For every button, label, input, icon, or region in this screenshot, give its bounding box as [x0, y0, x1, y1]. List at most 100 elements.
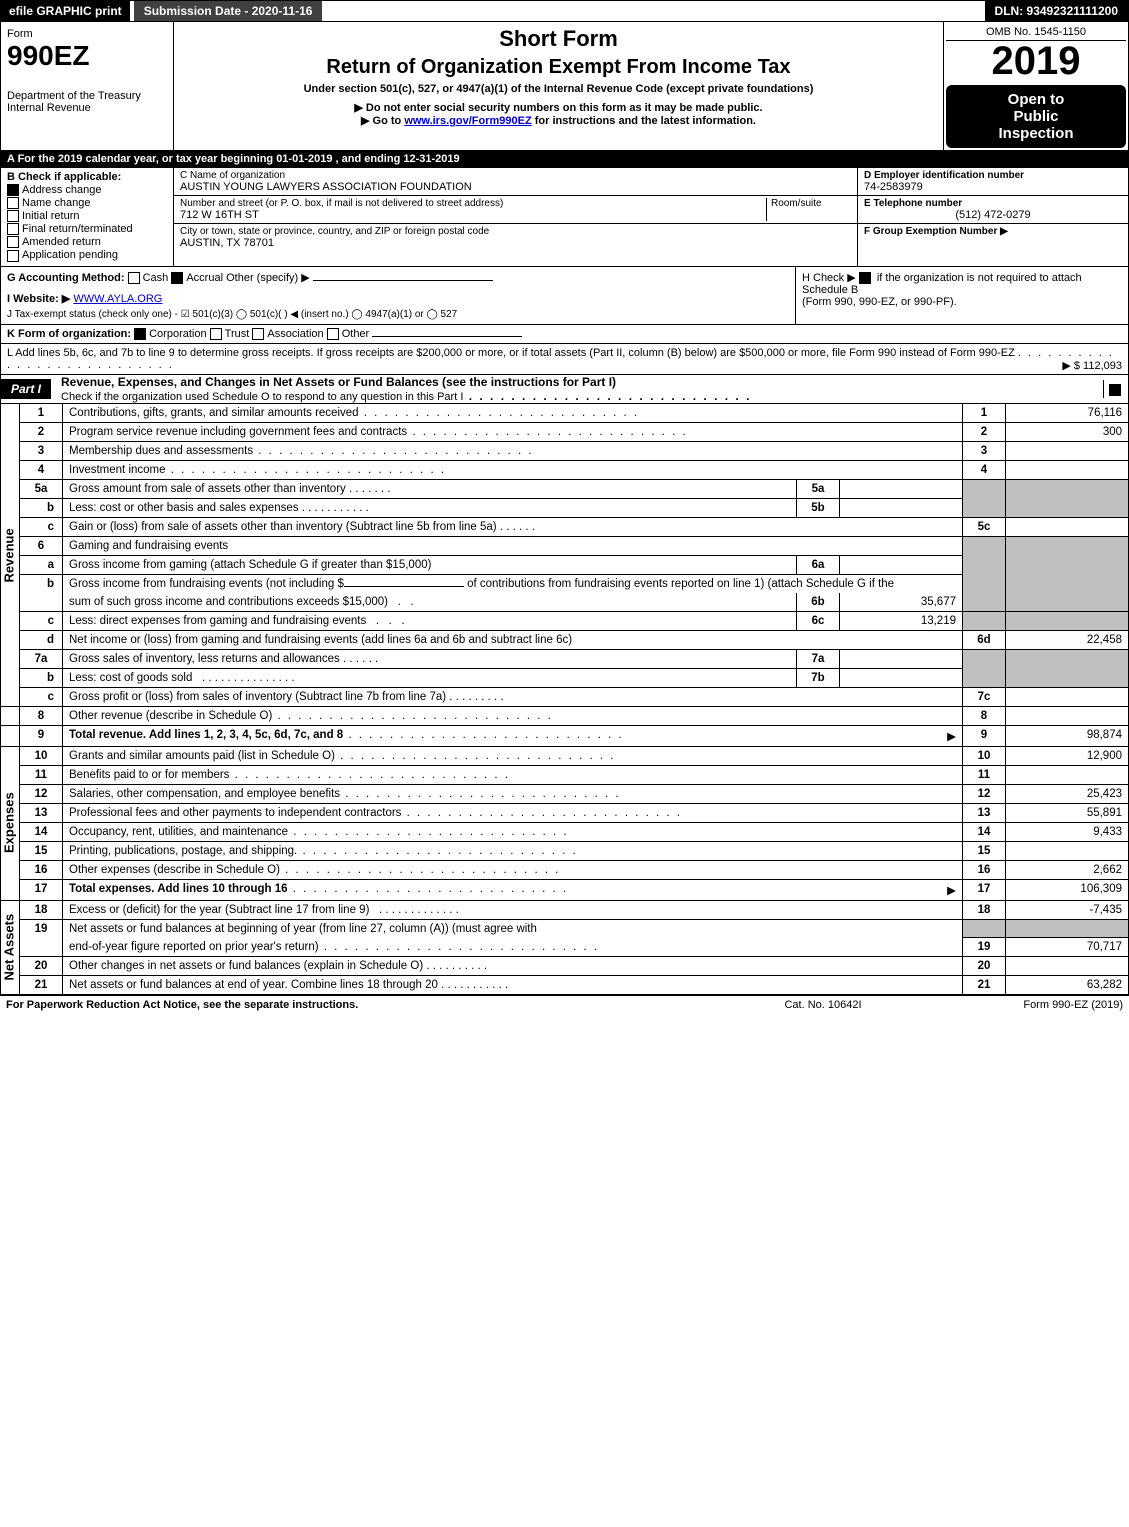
line-9-val: 98,874	[1006, 725, 1129, 746]
line-6b-contrib-input[interactable]	[344, 586, 464, 587]
line-5b-desc: Less: cost or other basis and sales expe…	[63, 498, 797, 517]
g-accounting-method: G Accounting Method: Cash Accrual Other …	[1, 267, 795, 324]
check-address-change[interactable]: Address change	[7, 184, 167, 196]
shaded-cell	[1006, 611, 1129, 630]
trust-label: Trust	[225, 328, 250, 340]
col-num: 5c	[963, 517, 1006, 536]
col-num: 6d	[963, 630, 1006, 649]
check-accrual[interactable]	[171, 272, 183, 284]
check-other-org[interactable]	[327, 328, 339, 340]
mid-num: 6b	[797, 593, 840, 612]
website-link[interactable]: WWW.AYLA.ORG	[73, 293, 162, 305]
open-line2: Public	[948, 108, 1124, 125]
shaded-cell	[963, 919, 1006, 938]
col-num: 12	[963, 784, 1006, 803]
form-id-footer: Form 990-EZ (2019)	[923, 999, 1123, 1011]
submission-date: Submission Date - 2020-11-16	[134, 1, 323, 21]
other-org-input[interactable]	[372, 336, 522, 337]
line-11-val	[1006, 765, 1129, 784]
schedule-o-checkbox[interactable]	[1103, 380, 1128, 398]
line-num: 15	[20, 841, 63, 860]
check-corporation[interactable]	[134, 328, 146, 340]
line-4-val	[1006, 460, 1129, 479]
line-5b-midval	[840, 498, 963, 517]
check-schedule-b[interactable]	[859, 272, 871, 284]
cat-number: Cat. No. 10642I	[723, 999, 923, 1011]
line-16-val: 2,662	[1006, 860, 1129, 879]
check-name-change[interactable]: Name change	[7, 197, 167, 209]
line-num: 17	[20, 879, 63, 900]
other-specify-input[interactable]	[313, 280, 493, 281]
part-i-table: Revenue 1 Contributions, gifts, grants, …	[0, 404, 1129, 996]
page-footer: For Paperwork Reduction Act Notice, see …	[0, 995, 1129, 1014]
part-i-check-text: Check if the organization used Schedule …	[61, 391, 463, 403]
check-trust[interactable]	[210, 328, 222, 340]
k-label: K Form of organization:	[7, 328, 131, 340]
table-row: Revenue 1 Contributions, gifts, grants, …	[1, 404, 1129, 423]
efile-print-label[interactable]: efile GRAPHIC print	[1, 1, 130, 21]
line-6a-desc: Gross income from gaming (attach Schedul…	[63, 555, 797, 574]
table-row: Expenses 10 Grants and similar amounts p…	[1, 746, 1129, 765]
table-row: 20 Other changes in net assets or fund b…	[1, 957, 1129, 976]
line-1-val: 76,116	[1006, 404, 1129, 423]
check-initial-return[interactable]: Initial return	[7, 210, 167, 222]
table-row: Net Assets 18 Excess or (deficit) for th…	[1, 900, 1129, 919]
room-suite-label: Room/suite	[766, 198, 851, 221]
line-18-val: -7,435	[1006, 900, 1129, 919]
line-19-val: 70,717	[1006, 938, 1129, 957]
table-row: 14 Occupancy, rent, utilities, and maint…	[1, 822, 1129, 841]
col-num: 17	[963, 879, 1006, 900]
irs-link[interactable]: www.irs.gov/Form990EZ	[404, 115, 531, 127]
mid-num: 7a	[797, 649, 840, 668]
check-association[interactable]	[252, 328, 264, 340]
col-num: 21	[963, 976, 1006, 995]
line-12-desc: Salaries, other compensation, and employ…	[63, 784, 963, 803]
check-final-return[interactable]: Final return/terminated	[7, 223, 167, 235]
table-row: 11 Benefits paid to or for members 11	[1, 765, 1129, 784]
line-num: 5a	[20, 479, 63, 498]
line-l: L Add lines 5b, 6c, and 7b to line 9 to …	[0, 344, 1129, 375]
line-14-val: 9,433	[1006, 822, 1129, 841]
line-num: 10	[20, 746, 63, 765]
table-row: 8 Other revenue (describe in Schedule O)…	[1, 706, 1129, 725]
check-application-pending[interactable]: Application pending	[7, 249, 167, 261]
ein-block: D Employer identification number 74-2583…	[858, 168, 1128, 196]
table-row: c Gross profit or (loss) from sales of i…	[1, 687, 1129, 706]
table-row: 9 Total revenue. Add lines 1, 2, 3, 4, 5…	[1, 725, 1129, 746]
top-bar: efile GRAPHIC print Submission Date - 20…	[0, 0, 1129, 22]
form-number: 990EZ	[7, 40, 167, 72]
street-label: Number and street (or P. O. box, if mail…	[180, 198, 766, 209]
col-num: 19	[963, 938, 1006, 957]
line-2-desc: Program service revenue including govern…	[63, 422, 963, 441]
street-value: 712 W 16TH ST	[180, 209, 766, 221]
check-amended-return[interactable]: Amended return	[7, 236, 167, 248]
line-17-val: 106,309	[1006, 879, 1129, 900]
department-label: Department of the Treasury	[7, 90, 167, 102]
table-row: 12 Salaries, other compensation, and emp…	[1, 784, 1129, 803]
line-num: b	[20, 574, 63, 611]
line-a-tax-year: A For the 2019 calendar year, or tax yea…	[0, 151, 1129, 168]
f-label: F Group Exemption Number ▶	[864, 226, 1122, 237]
subtitle-section: Under section 501(c), 527, or 4947(a)(1)…	[184, 83, 933, 95]
goto-post: for instructions and the latest informat…	[532, 115, 756, 127]
city-value: AUSTIN, TX 78701	[180, 237, 851, 249]
shaded-cell	[963, 479, 1006, 517]
line-num: 20	[20, 957, 63, 976]
line-7a-desc: Gross sales of inventory, less returns a…	[63, 649, 797, 668]
ein-value: 74-2583979	[864, 181, 1122, 193]
row-g-h: G Accounting Method: Cash Accrual Other …	[0, 267, 1129, 325]
dln-label: DLN: 93492321111200	[985, 1, 1128, 21]
col-num: 16	[963, 860, 1006, 879]
line-num: a	[20, 555, 63, 574]
line-7a-midval	[840, 649, 963, 668]
line-8-desc: Other revenue (describe in Schedule O)	[63, 706, 963, 725]
table-row: 13 Professional fees and other payments …	[1, 803, 1129, 822]
line-num: 14	[20, 822, 63, 841]
phone-block: E Telephone number (512) 472-0279	[858, 196, 1128, 224]
other-label: Other (specify) ▶	[226, 272, 310, 284]
assoc-label: Association	[267, 328, 323, 340]
table-row: 16 Other expenses (describe in Schedule …	[1, 860, 1129, 879]
check-cash[interactable]	[128, 272, 140, 284]
table-row: 6 Gaming and fundraising events	[1, 536, 1129, 555]
line-num: 8	[20, 706, 63, 725]
